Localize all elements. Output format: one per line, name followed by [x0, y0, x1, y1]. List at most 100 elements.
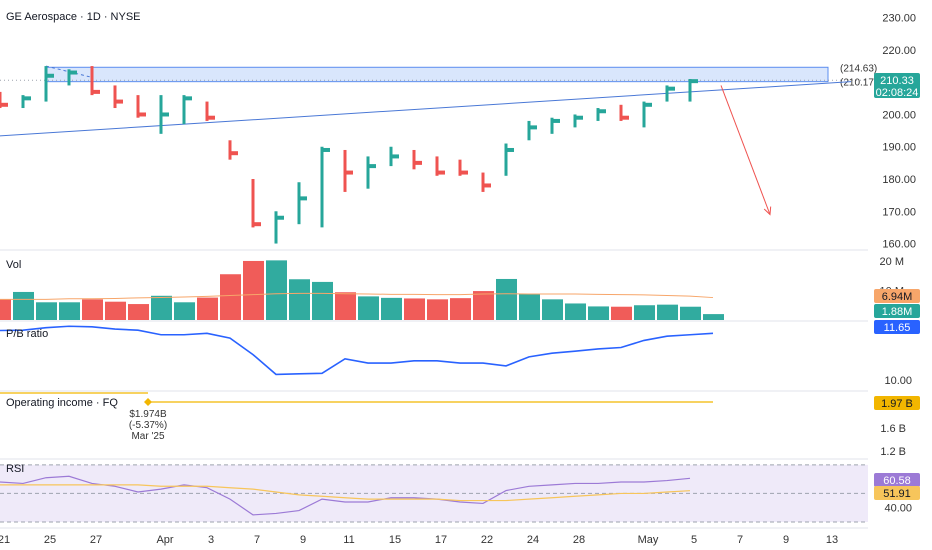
candle [343, 149, 353, 192]
candle [136, 95, 146, 118]
time-tick-label: 3 [208, 534, 214, 546]
candle [113, 85, 123, 109]
volume-current-tag-bg [874, 304, 920, 318]
time-tick-label: 9 [783, 534, 789, 546]
rsi-value-tag-text: 60.58 [883, 475, 911, 487]
time-tick-label: 9 [300, 534, 306, 546]
pb-ratio-series [0, 325, 714, 376]
volume-bar [381, 297, 402, 320]
projection-arrow-head [763, 206, 772, 216]
pb-ratio-line [0, 325, 714, 376]
price-axis[interactable]: 230.00220.00210.00200.00190.00180.00170.… [880, 13, 916, 515]
operating-income-tag-bg [874, 396, 920, 410]
volume-bar [335, 292, 356, 320]
volume-ma-tag: 6.94M [874, 289, 920, 303]
candle [458, 159, 468, 176]
price-tick-label: 180.00 [882, 174, 916, 186]
operating-income-annotation: $1.974B [129, 409, 167, 420]
candle [550, 117, 560, 134]
last-price-tag-text: 02:08:24 [876, 87, 919, 99]
volume-bar [611, 306, 632, 320]
time-tick-label: 7 [254, 534, 260, 546]
candle [435, 156, 445, 176]
price-tick-label: 230.00 [882, 13, 916, 25]
candle [21, 95, 31, 109]
operating-income-series: $1.974B(-5.37%)Mar '25 [0, 392, 713, 442]
candle [159, 95, 169, 134]
candle [205, 101, 215, 121]
candle [67, 69, 77, 86]
operating-income-annotation: (-5.37%) [129, 420, 167, 431]
resistance-zone-box[interactable] [45, 66, 829, 83]
operating-income-tag: 1.97 B [874, 396, 920, 410]
volume-bar [473, 291, 494, 320]
volume-bar [289, 279, 310, 320]
rsi-value-tag-bg [874, 473, 920, 487]
volume-ma-line [0, 292, 714, 300]
candle [504, 143, 514, 176]
operating-income-label: Operating income · FQ [6, 397, 118, 409]
volume-bar [82, 299, 103, 320]
volume-bar [358, 296, 379, 320]
candle [90, 66, 100, 96]
volume-bar [565, 303, 586, 320]
volume-label: Vol [6, 259, 21, 271]
rsi-ma-tag-bg [874, 486, 920, 500]
volume-bar [450, 298, 471, 320]
rsi-tick-label: 40.00 [884, 503, 912, 515]
volume-bar [496, 278, 517, 320]
candle [182, 95, 192, 125]
ascending-trendline[interactable] [0, 81, 852, 141]
candle [251, 179, 261, 228]
time-tick-label: 21 [0, 534, 10, 546]
volume-current-tag: 1.88M [874, 304, 920, 318]
candle [0, 91, 8, 109]
volume-bar [703, 314, 724, 320]
volume-bar [59, 302, 80, 320]
candle [642, 101, 652, 128]
volume-bar [128, 304, 149, 320]
zone-top-label: (214.63) [840, 63, 877, 74]
time-tick-label: 17 [435, 534, 447, 546]
volume-bar [266, 260, 287, 320]
price-tick-label: 160.00 [882, 239, 916, 251]
time-tick-label: 27 [90, 534, 102, 546]
operating-income-tag-text: 1.97 B [881, 398, 913, 410]
operating-income-marker[interactable] [144, 398, 152, 406]
zone-bottom-label: (210.17) [840, 78, 877, 89]
trendline[interactable] [0, 65, 852, 141]
volume-bar [243, 260, 264, 320]
projection-arrow[interactable] [720, 85, 772, 216]
volume-bar [220, 274, 241, 320]
panel-separators [0, 249, 868, 529]
volume-bar [197, 297, 218, 320]
candle [665, 85, 675, 102]
time-tick-label: Apr [156, 534, 173, 546]
volume-bar [588, 306, 609, 320]
operating-income-tick-label: 1.6 B [880, 423, 906, 435]
time-axis[interactable]: 21 25 27 Apr 3 7 9 11 15 17 22 24 28 May 5 7 9 13 [0, 534, 838, 546]
operating-income-annotation: Mar '25 [131, 431, 164, 442]
candle [228, 140, 238, 160]
candle [596, 108, 606, 121]
time-tick-label: May [638, 534, 659, 546]
rsi-line [0, 475, 691, 516]
candle [44, 66, 54, 102]
rsi-ma-tag: 51.91 [874, 486, 920, 500]
volume-series [0, 260, 724, 320]
price-tick-label: 220.00 [882, 45, 916, 57]
candlestick-series [0, 66, 698, 244]
price-tick-label: 190.00 [882, 142, 916, 154]
rsi-ma-tag-text: 51.91 [883, 488, 911, 500]
projection-arrow-line[interactable] [720, 85, 771, 215]
rsi-label: RSI [6, 463, 24, 475]
rsi-band [0, 464, 868, 523]
rsi-ma-line [0, 484, 691, 502]
pb-tick-label: 10.00 [884, 375, 912, 387]
rsi-value-tag: 60.58 [874, 473, 920, 487]
volume-bar [0, 299, 11, 320]
last-price-tag-text: 210.33 [880, 75, 914, 87]
